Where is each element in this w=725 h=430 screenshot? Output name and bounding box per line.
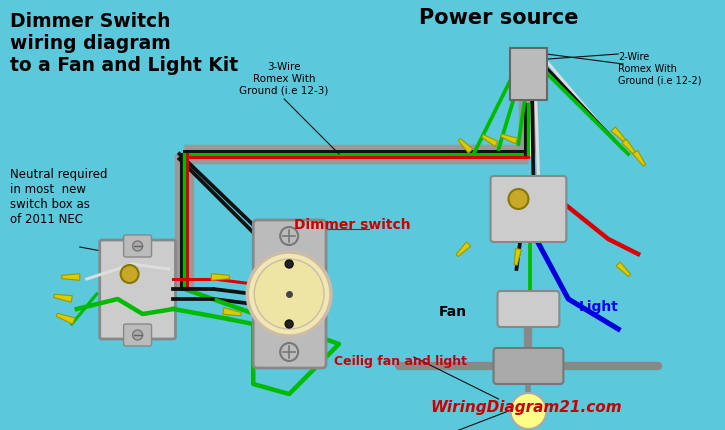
Circle shape [280,227,298,246]
Text: Fan: Fan [439,304,467,318]
Text: Power source: Power source [419,8,579,28]
Text: Neutral required
in most  new
switch box as
of 2011 NEC: Neutral required in most new switch box … [10,168,107,225]
Polygon shape [223,308,241,316]
Circle shape [510,393,547,429]
FancyBboxPatch shape [497,291,560,327]
Text: Dimmer switch: Dimmer switch [294,218,411,231]
Circle shape [285,261,293,268]
Circle shape [133,241,143,252]
Polygon shape [616,262,631,277]
Polygon shape [482,135,498,147]
Polygon shape [57,313,75,324]
Text: WiringDiagram21.com: WiringDiagram21.com [431,399,622,414]
Polygon shape [611,128,626,142]
FancyBboxPatch shape [124,324,152,346]
FancyBboxPatch shape [510,49,547,101]
FancyBboxPatch shape [124,236,152,258]
Polygon shape [514,249,521,266]
Polygon shape [633,151,645,167]
Polygon shape [501,135,518,144]
FancyBboxPatch shape [494,348,563,384]
Text: Light: Light [579,299,618,313]
Polygon shape [456,243,471,257]
Circle shape [508,190,529,209]
Text: 2-Wire
Romex With
Ground (i.e 12-2): 2-Wire Romex With Ground (i.e 12-2) [618,52,702,85]
FancyBboxPatch shape [100,240,175,339]
Polygon shape [212,274,229,281]
Text: Dimmer Switch
wiring diagram
to a Fan and Light Kit: Dimmer Switch wiring diagram to a Fan an… [10,12,238,75]
Circle shape [133,330,143,340]
Circle shape [254,259,324,329]
Circle shape [120,265,138,283]
Text: Ceilig fan and light: Ceilig fan and light [334,354,467,367]
Polygon shape [62,274,80,281]
Circle shape [285,320,293,328]
Text: 3-Wire
Romex With
Ground (i.e 12-3): 3-Wire Romex With Ground (i.e 12-3) [239,62,329,95]
FancyBboxPatch shape [253,221,326,368]
Polygon shape [622,140,636,155]
FancyBboxPatch shape [491,177,566,243]
Circle shape [280,343,298,361]
Polygon shape [458,139,473,154]
Polygon shape [54,295,72,303]
Circle shape [247,252,331,336]
